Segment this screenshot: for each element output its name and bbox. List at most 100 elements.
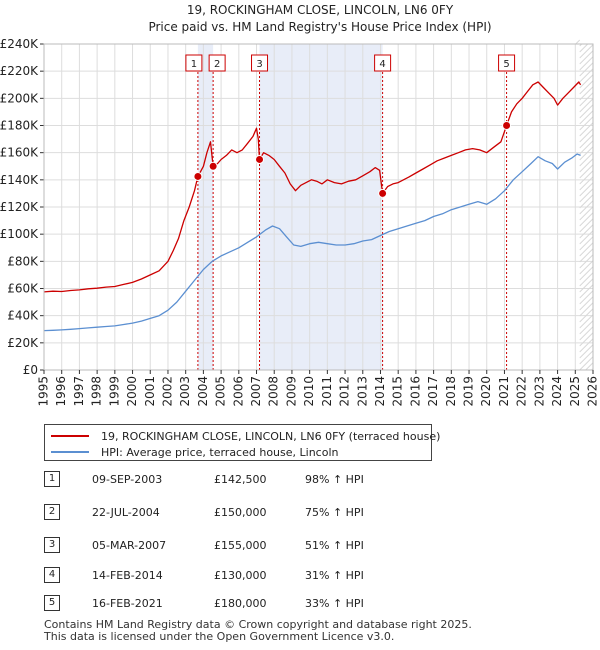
forecast-hatch [579,164,594,179]
sale-label-text: 5 [503,59,509,70]
forecast-hatch [579,134,594,149]
price-chart: 19, ROCKINGHAM CLOSE, LINCOLN, LN6 0FY P… [0,3,600,407]
legend: 19, ROCKINGHAM CLOSE, LINCOLN, LN6 0FY (… [44,424,440,461]
forecast-hatch [579,350,594,365]
sale-number-badge: 4 [44,567,60,583]
sale-label-box [185,54,203,72]
series-lines [43,81,582,332]
forecast-hatch [579,230,594,245]
sale-date: 14-FEB-2014 [92,569,163,582]
forecast-hatch [579,260,594,275]
sale-number-badge: 5 [44,595,60,611]
x-tick-label: 2026 [586,376,600,407]
y-tick-label: £200K [0,91,39,105]
forecast-hatch [579,44,594,59]
forecast-hatch [579,278,594,293]
sale-point [255,154,265,164]
sale-markers-lines [197,72,508,370]
legend-item-property: 19, ROCKINGHAM CLOSE, LINCOLN, LN6 0FY (… [51,428,440,444]
sale-label-box [498,54,516,72]
forecast-hatch [579,158,594,173]
forecast-hatch [579,74,594,89]
sale-point [502,121,512,130]
forecast-hatch [579,56,594,71]
sale-row: 1 09-SEP-2003 £142,500 98% ↑ HPI [0,470,600,490]
forecast-hatch [579,152,594,167]
x-tick-label: 2008 [267,376,281,407]
sale-point [193,171,203,181]
forecast-hatch [579,122,594,137]
x-tick-label: 2014 [373,376,387,407]
forecast-hatch [579,98,594,113]
x-tick-label: 2019 [462,376,476,407]
forecast-hatch [579,140,594,155]
forecast-hatch [579,200,594,215]
sale-date: 09-SEP-2003 [92,473,163,486]
forecast-hatch [579,176,594,191]
sale-price: £180,000 [214,597,267,610]
sale-date: 05-MAR-2007 [92,539,167,552]
x-tick-label: 2018 [444,376,458,407]
forecast-hatch [579,110,594,125]
legend-label-property: 19, ROCKINGHAM CLOSE, LINCOLN, LN6 0FY (… [101,429,441,443]
sale-price: £130,000 [214,569,267,582]
forecast-hatch [585,362,594,371]
x-tick-label: 2013 [355,376,369,407]
forecast-hatch [579,50,594,65]
x-tick-label: 2025 [568,376,582,407]
x-tick-label: 2024 [550,376,564,407]
forecast-hatch [579,80,594,95]
forecast-hatch [579,326,594,341]
forecast-hatch [579,116,594,131]
sale-hpi-change: 98% ↑ HPI [305,473,364,486]
x-tick-label: 2002 [160,376,174,407]
x-tick-label: 2017 [426,376,440,407]
legend-swatch-property [51,435,89,437]
sale-point [378,188,388,198]
forecast-hatch [579,314,594,329]
x-tick-label: 2009 [284,376,298,407]
sale-label-text: 4 [379,59,385,70]
x-tick-label: 2001 [143,376,157,407]
legend-label-hpi: HPI: Average price, terraced house, Linc… [101,445,339,459]
forecast-hatch [579,92,594,107]
forecast-hatch [579,212,594,227]
forecast-hatch [579,290,594,305]
y-tick-label: £120K [0,200,39,214]
y-tick-label: £60K [7,282,39,296]
sale-point [208,161,218,171]
plot-border [43,43,594,371]
footer-line-1: Contains HM Land Registry data © Crown c… [44,618,472,631]
forecast-hatch [579,236,594,251]
sale-hpi-change: 75% ↑ HPI [305,506,364,519]
y-tick-label: £140K [0,173,39,187]
legend-swatch-hpi [51,451,89,453]
x-tick-label: 1999 [107,376,121,407]
forecast-hatch [579,332,594,347]
forecast-hatch [579,68,594,83]
x-tick-label: 2006 [231,376,245,407]
sale-hpi-change: 31% ↑ HPI [305,569,364,582]
forecast-hatch [579,218,594,233]
series-line [43,81,582,293]
forecast-hatch [579,188,594,203]
sale-row: 5 16-FEB-2021 £180,000 33% ↑ HPI [0,594,600,614]
footer-attribution: Contains HM Land Registry data © Crown c… [44,619,472,643]
forecast-hatch [579,248,594,263]
x-tick-label: 2022 [515,376,529,407]
forecast-hatch [579,296,594,311]
forecast-hatch [579,344,594,359]
sale-label-text: 1 [191,59,197,70]
sale-label-text: 3 [256,59,262,70]
x-tick-label: 2011 [320,376,334,407]
x-tick-label: 1998 [90,376,104,407]
x-tick-label: 2003 [178,376,192,407]
y-tick-label: £100K [0,227,39,241]
chart-subtitle: Price paid vs. HM Land Registry's House … [148,20,491,34]
sale-label-text: 2 [214,59,220,70]
sale-row: 3 05-MAR-2007 £155,000 51% ↑ HPI [0,536,600,556]
x-tick-label: 2007 [249,376,263,407]
sale-row: 4 14-FEB-2014 £130,000 31% ↑ HPI [0,566,600,586]
sale-date: 22-JUL-2004 [92,506,160,519]
sale-labels: 1 2 3 4 5 [185,54,516,72]
